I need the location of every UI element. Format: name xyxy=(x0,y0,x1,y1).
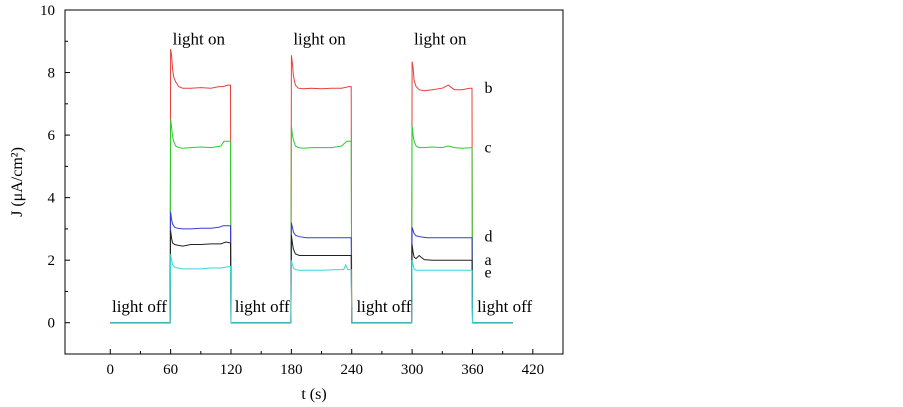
annotation-label: light on xyxy=(293,29,346,48)
y-tick-label: 10 xyxy=(40,3,55,19)
y-tick-label: 8 xyxy=(48,66,56,82)
y-tick-label: 4 xyxy=(48,191,56,207)
x-tick-label: 240 xyxy=(340,362,363,378)
series-label-d: d xyxy=(485,229,493,246)
annotation-label: light off xyxy=(477,297,532,316)
ticks-layer: 0 60 120 180 240 300 360 420 0 2 4 6 8 10 xyxy=(40,3,544,378)
annotation-label: light on xyxy=(173,29,226,48)
series-label-c: c xyxy=(485,140,492,157)
series-layer: b c dae xyxy=(110,49,513,324)
x-tick-label: 120 xyxy=(220,362,243,378)
series-line-c xyxy=(110,119,513,324)
series-line-d xyxy=(110,211,513,324)
annotation-layer: light on light on light on light off light o… xyxy=(112,29,532,315)
y-tick-label: 6 xyxy=(48,128,56,144)
y-axis-title: J (μA/cm²) xyxy=(9,147,26,217)
x-tick-label: 0 xyxy=(107,362,115,378)
series-label-a: a xyxy=(485,252,492,269)
series-label-b: b xyxy=(485,80,493,97)
x-tick-label: 180 xyxy=(280,362,303,378)
x-tick-label: 60 xyxy=(163,362,178,378)
x-tick-label: 420 xyxy=(522,362,545,378)
x-axis-title: t (s) xyxy=(301,386,326,403)
annotation-label: light on xyxy=(414,29,467,48)
series-line-e xyxy=(110,253,513,324)
annotation-label: light off xyxy=(112,297,167,316)
x-tick-label: 360 xyxy=(461,362,484,378)
annotation-label: light off xyxy=(356,297,411,316)
y-tick-label: 2 xyxy=(48,253,56,269)
annotation-label: light off xyxy=(235,297,290,316)
series-line-b xyxy=(110,49,513,324)
series-line-a xyxy=(110,230,513,324)
x-tick-label: 300 xyxy=(401,362,424,378)
y-tick-label: 0 xyxy=(48,316,56,332)
series-label-e: e xyxy=(485,265,492,282)
plot-frame xyxy=(64,9,564,355)
